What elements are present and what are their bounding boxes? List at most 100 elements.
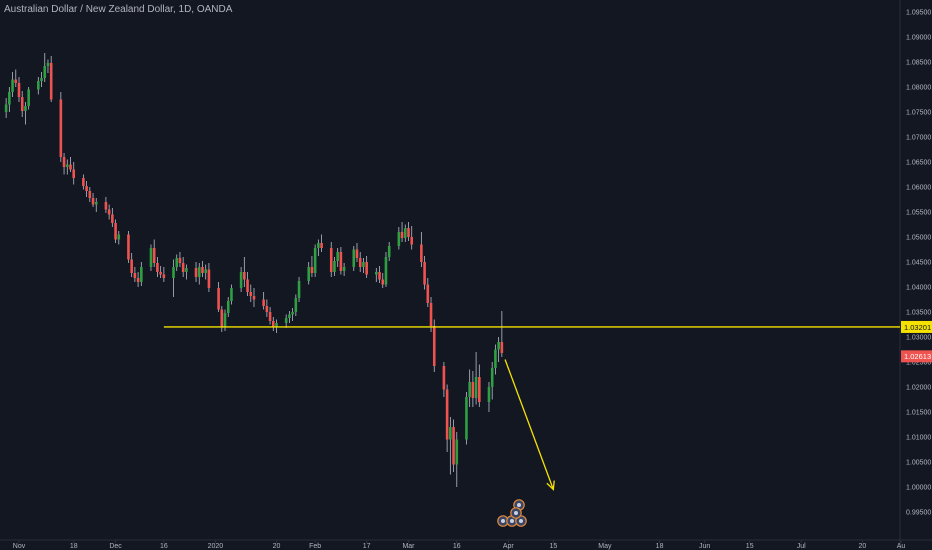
candle	[149, 244, 153, 271]
level-price-badge-bg	[901, 320, 932, 333]
candle	[152, 239, 156, 267]
candle	[387, 242, 391, 261]
candle	[226, 297, 230, 317]
candle	[111, 208, 114, 227]
candle	[339, 247, 343, 275]
candle	[291, 308, 294, 321]
time-tick-label: Jul	[797, 543, 806, 550]
time-tick-label: Jun	[699, 543, 710, 550]
candle-body	[487, 387, 491, 402]
candle-body	[426, 284, 430, 303]
time-tick-label: 18	[656, 543, 664, 550]
candle	[172, 259, 175, 297]
candle	[494, 344, 497, 375]
price-tick-label: 1.04000	[906, 285, 931, 292]
candle-body	[149, 248, 153, 267]
price-tick-label: 1.01000	[906, 435, 931, 442]
candle	[133, 267, 137, 282]
candle	[294, 294, 298, 316]
candle	[478, 364, 481, 407]
candle-body	[162, 274, 166, 278]
candle-body	[230, 288, 233, 301]
candle	[4, 98, 8, 118]
candle-body	[104, 202, 108, 210]
candle-body	[329, 248, 333, 272]
candle	[445, 384, 449, 452]
candle	[329, 242, 333, 277]
candle	[500, 311, 504, 357]
candle	[471, 371, 475, 407]
candle-body	[65, 164, 69, 167]
candle-body	[362, 262, 365, 267]
event-icon-dot	[517, 503, 521, 507]
candle	[397, 227, 401, 250]
candle	[336, 248, 339, 267]
candle-body	[223, 313, 227, 327]
candle	[246, 272, 249, 296]
candle-body	[384, 257, 388, 285]
candle-body	[320, 243, 323, 248]
candle	[107, 204, 111, 220]
candle	[11, 72, 14, 97]
candle	[400, 222, 404, 242]
candle-body	[49, 63, 53, 100]
candle-body	[11, 79, 14, 92]
time-tick-label: 18	[70, 543, 78, 550]
candle	[365, 256, 368, 278]
candle-body	[455, 439, 459, 465]
candle	[62, 153, 66, 175]
candle	[249, 284, 253, 302]
time-tick-label: 17	[363, 543, 371, 550]
price-tick-label: 1.06000	[906, 185, 931, 192]
candle	[403, 224, 407, 242]
candle	[94, 198, 98, 212]
candle	[17, 77, 21, 102]
candle	[220, 306, 224, 332]
candle-body	[468, 382, 471, 397]
candle	[136, 272, 140, 287]
candle-body	[246, 279, 249, 292]
candle-body	[262, 299, 265, 306]
price-tick-label: 1.02500	[906, 360, 931, 367]
candle	[362, 258, 365, 273]
candle-body	[490, 368, 494, 387]
candle	[175, 254, 179, 271]
time-tick-label: May	[598, 543, 612, 550]
candle	[185, 264, 188, 280]
candle-body	[204, 269, 208, 273]
candle-body	[85, 186, 88, 191]
candle-body	[133, 273, 137, 278]
candle-body	[117, 234, 121, 240]
candle-body	[107, 209, 111, 215]
price-tick-label: 1.03500	[906, 310, 931, 317]
candle-body	[429, 303, 433, 326]
candle-body	[46, 63, 50, 66]
candle	[465, 392, 468, 445]
level-price-badge-text: 1.03201	[904, 323, 931, 332]
candle-body	[4, 104, 8, 112]
candle-body	[275, 323, 278, 327]
time-tick-label: 15	[746, 543, 754, 550]
candle	[320, 234, 323, 252]
price-tick-label: 1.08500	[906, 60, 931, 67]
candle	[381, 273, 385, 288]
price-tick-label: 1.05000	[906, 235, 931, 242]
candle-body	[43, 66, 47, 78]
candle-body	[181, 263, 185, 272]
candle-body	[20, 97, 24, 111]
event-icon-dot	[510, 519, 514, 523]
candle	[442, 362, 446, 397]
candle-body	[449, 427, 452, 440]
candle	[117, 231, 121, 245]
time-tick-label: 2020	[208, 543, 224, 550]
candle-body	[465, 397, 468, 440]
candle-body	[91, 198, 95, 205]
price-tick-label: 1.07500	[906, 110, 931, 117]
candle-body	[442, 366, 446, 390]
candle	[43, 53, 47, 82]
candle-body	[152, 248, 156, 263]
price-tick-label: 1.03000	[906, 335, 931, 342]
projection-arrowhead	[546, 480, 555, 491]
candle	[262, 292, 265, 310]
